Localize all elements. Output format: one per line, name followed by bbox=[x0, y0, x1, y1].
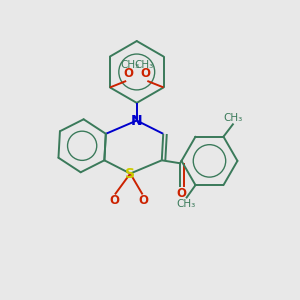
Text: O: O bbox=[109, 194, 119, 207]
Text: CH₃: CH₃ bbox=[176, 199, 196, 209]
Text: CH₃: CH₃ bbox=[224, 113, 243, 123]
Text: CH₃: CH₃ bbox=[134, 60, 154, 70]
Text: S: S bbox=[125, 167, 135, 181]
Text: N: N bbox=[131, 114, 142, 128]
Text: O: O bbox=[124, 68, 134, 80]
Text: O: O bbox=[176, 188, 187, 200]
Text: O: O bbox=[139, 194, 148, 207]
Text: O: O bbox=[140, 68, 150, 80]
Text: CH₃: CH₃ bbox=[120, 60, 139, 70]
